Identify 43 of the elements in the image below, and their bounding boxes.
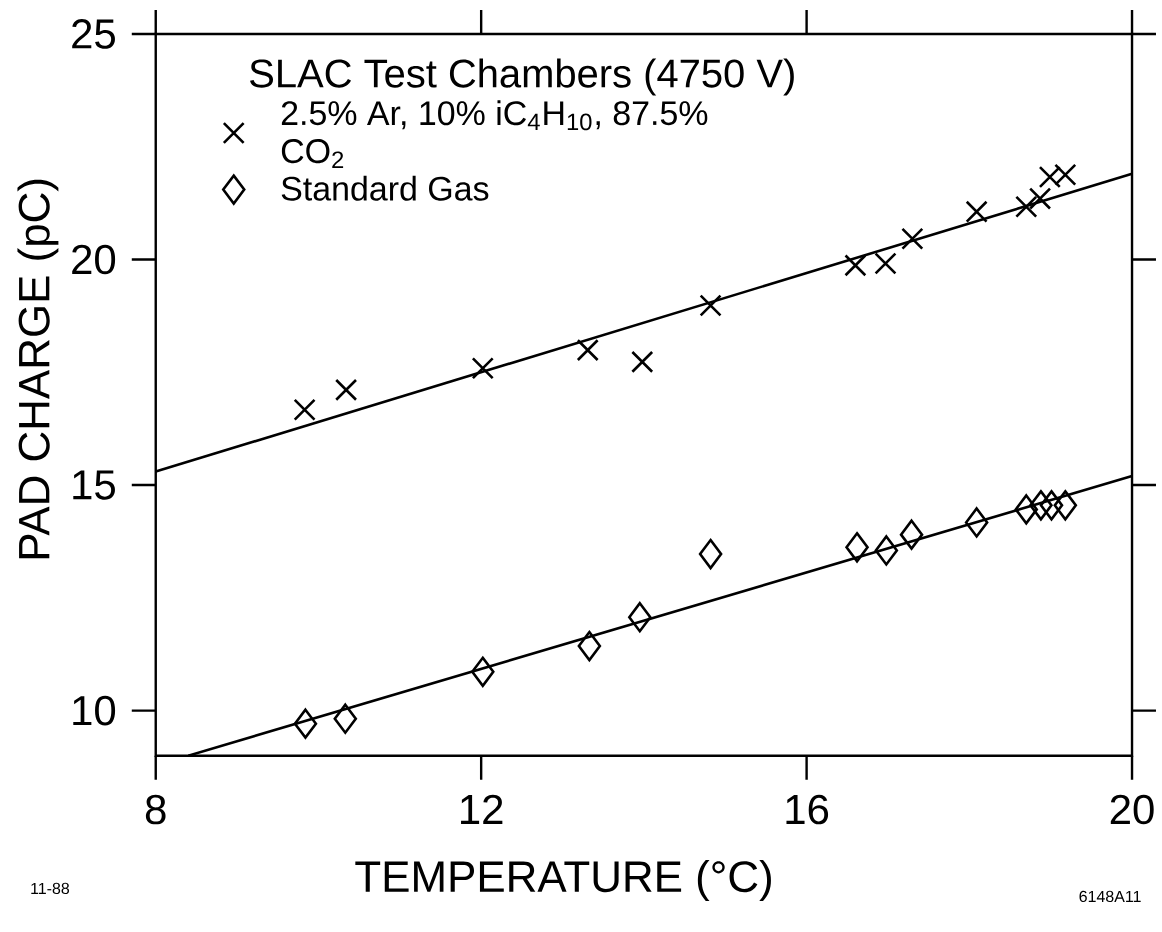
x-tick-label: 20 (1110, 794, 1154, 825)
x-tick-label: 16 (786, 794, 829, 825)
legend-label: Standard Gas (281, 175, 489, 201)
point (964, 507, 989, 538)
y-tick-label: 25 (72, 18, 115, 49)
legend-title: SLAC Test Chambers (4750 V) (250, 58, 794, 96)
point (576, 338, 599, 362)
point (628, 601, 652, 633)
point (1014, 493, 1039, 525)
text: 6148A11 (1079, 890, 1141, 902)
point (293, 398, 316, 421)
x-tick-label: 12 (461, 794, 503, 824)
y-tick-label: 10 (73, 695, 116, 726)
point (965, 200, 988, 223)
point (901, 227, 924, 250)
y-axis-title: PAD CHARGE (pC) (17, 179, 59, 558)
point (333, 703, 358, 734)
point (1028, 187, 1052, 210)
text: 11-88 (31, 882, 70, 894)
point (874, 534, 899, 566)
point (577, 630, 602, 662)
point (699, 294, 722, 317)
point (1054, 163, 1077, 186)
text: 2.5% Ar, 10% iC$_{4}$H$_{10}$, 87.5% CO$_{2}$ (281, 100, 708, 168)
point (1029, 489, 1053, 521)
x-tick-label: 8 (145, 794, 166, 825)
x-axis-title: TEMPERATURE (°C) (355, 859, 771, 901)
point (471, 656, 495, 687)
y-tick-label: 20 (72, 244, 116, 275)
point (471, 356, 494, 380)
point (899, 519, 924, 550)
point (1015, 195, 1038, 218)
point (293, 708, 318, 739)
point (698, 538, 723, 570)
point (874, 252, 897, 275)
y-tick-label: 15 (73, 470, 115, 500)
point (631, 350, 654, 373)
point (844, 253, 867, 277)
point (1039, 489, 1064, 521)
point (1053, 489, 1078, 521)
point (845, 531, 869, 563)
point (334, 378, 358, 401)
point (1038, 165, 1062, 188)
